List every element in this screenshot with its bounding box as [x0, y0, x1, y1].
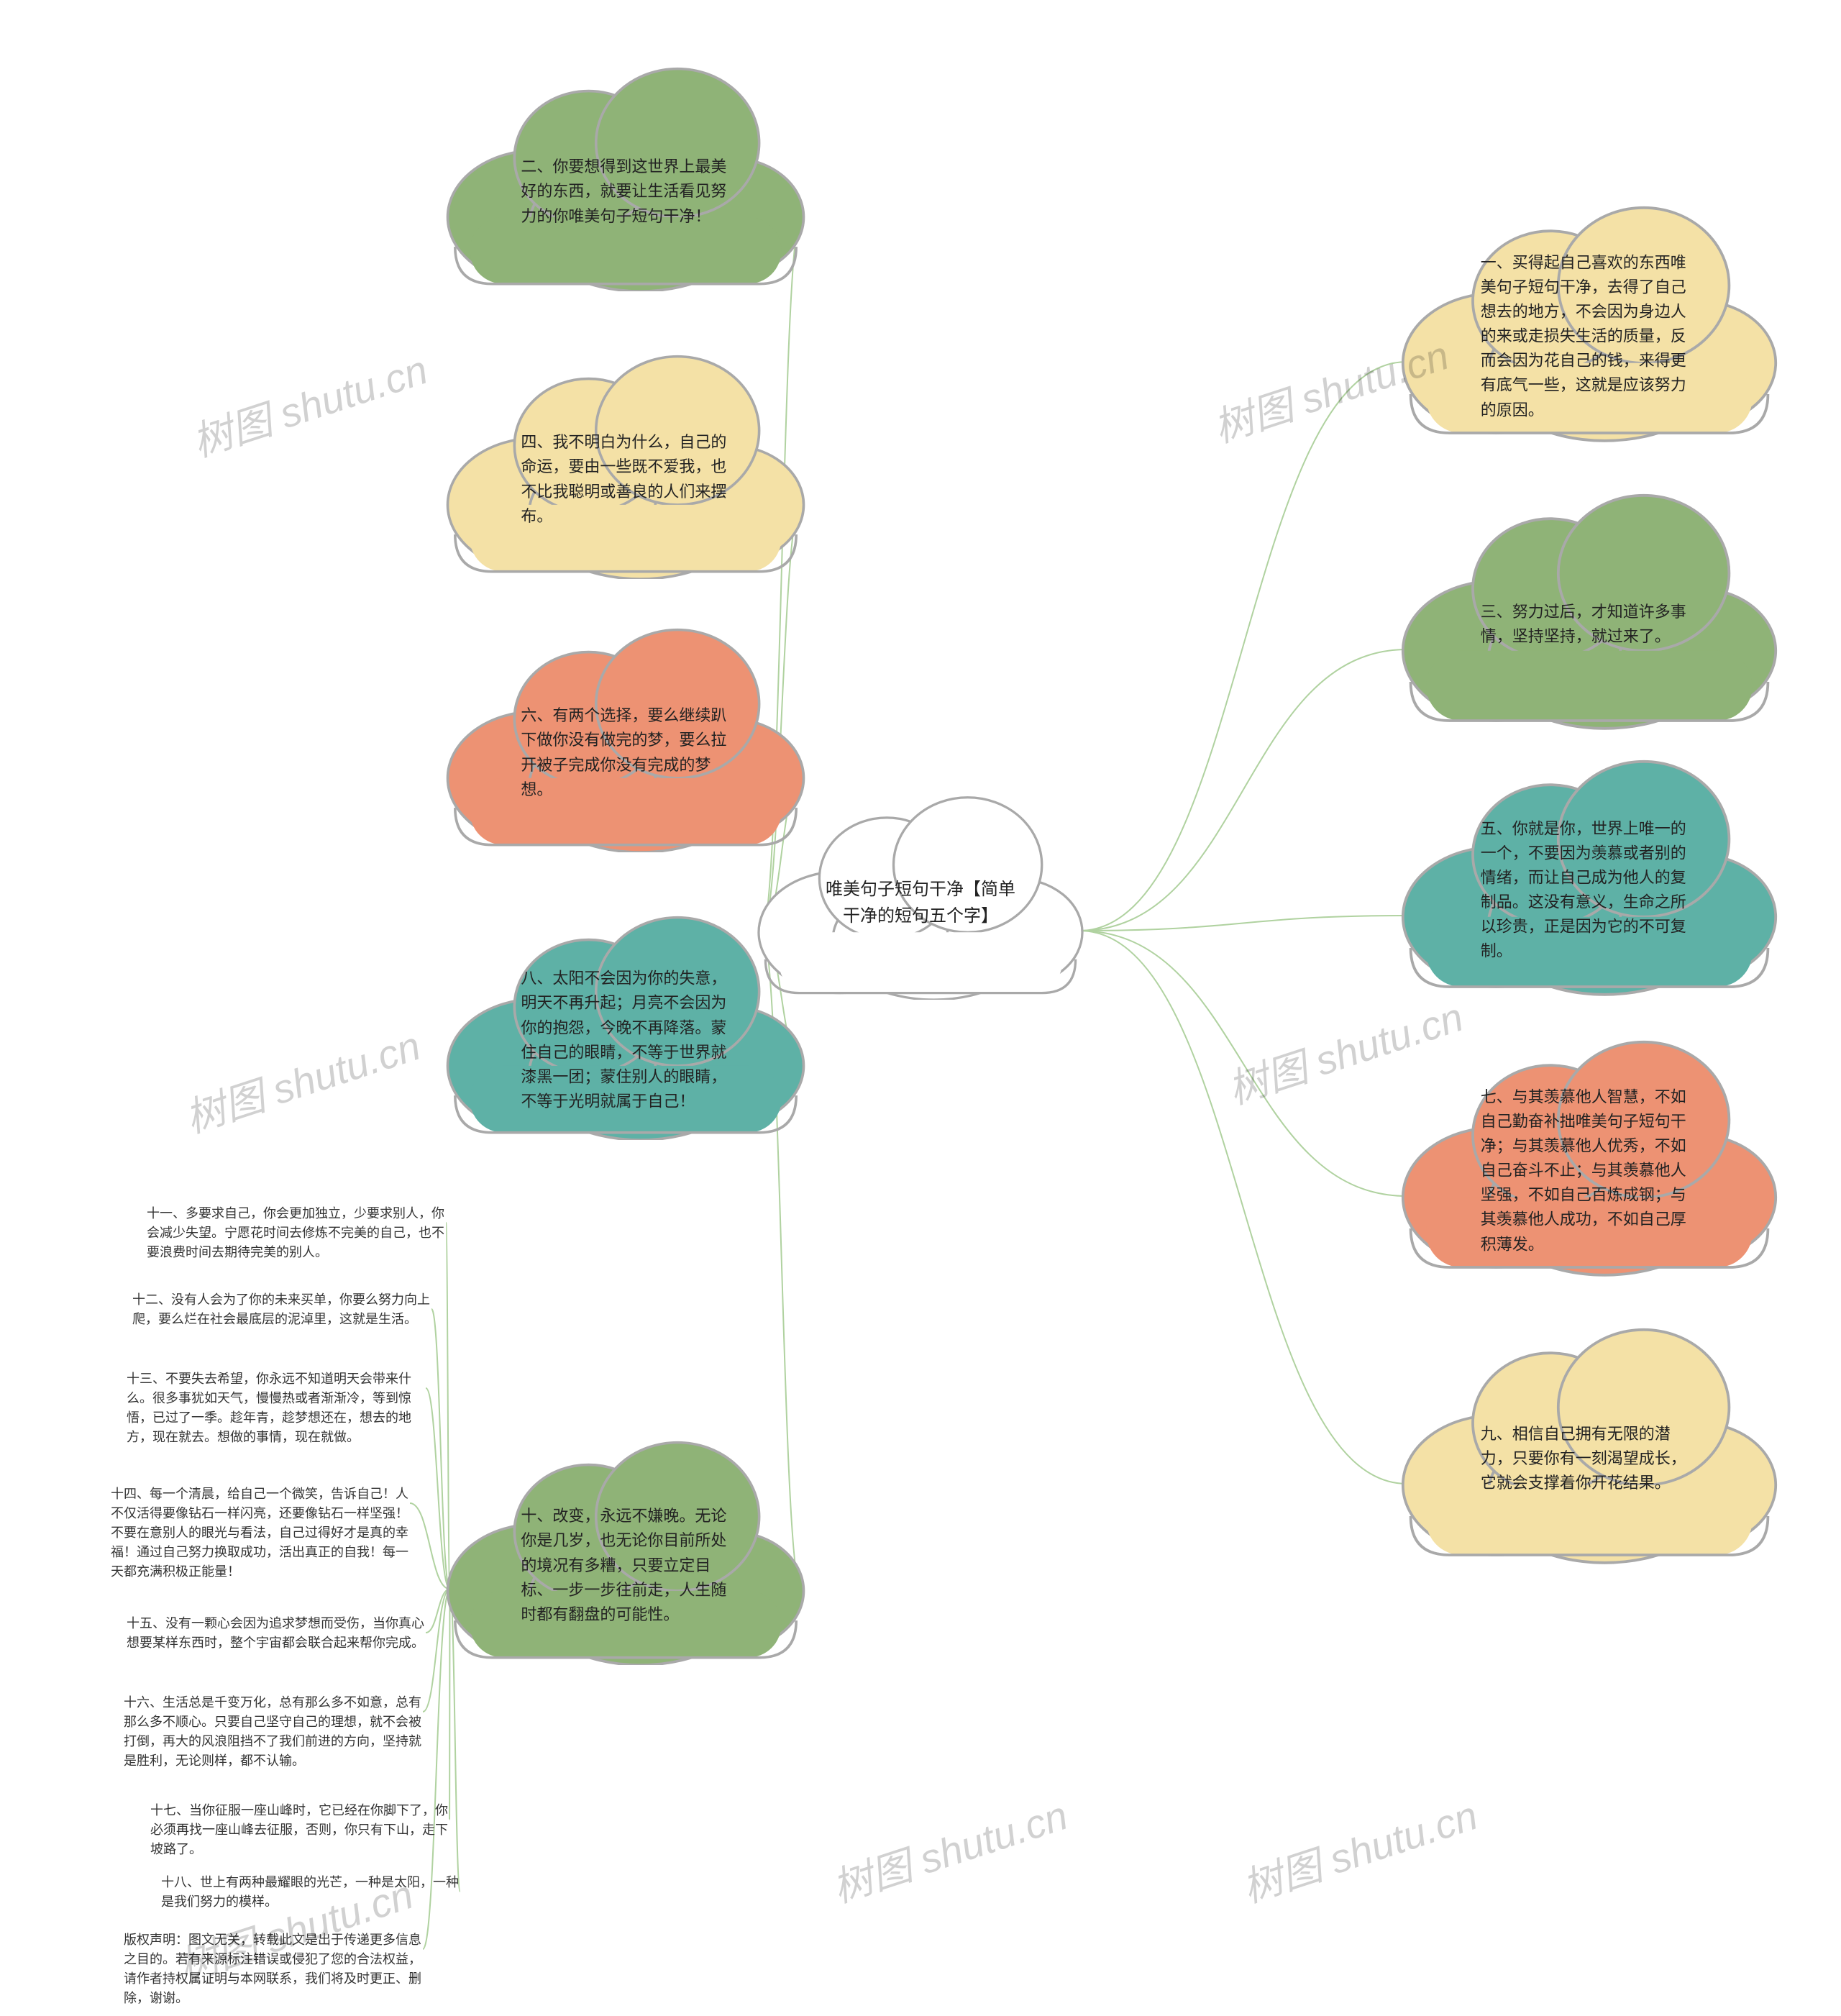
- leaf-text: 十六、生活总是千变万化，总有那么多不如意，总有那么多不顺心。只要自己坚守自己的理…: [121, 1690, 429, 1774]
- branch-node: 三、努力过后，才知道许多事情，坚持坚持，就过来了。: [1395, 478, 1783, 730]
- leaf-text: 十一、多要求自己，你会更加独立，少要求别人，你会减少失望。宁愿花时间去修炼不完美…: [144, 1201, 452, 1265]
- branch-node: 十、改变，永远不嫌晚。无论你是几岁，也无论你目前所处的境况有多糟，只要立定目标、…: [439, 1428, 813, 1665]
- leaf-text: 十七、当你征服一座山峰时，它已经在你脚下了，你必须再找一座山峰去征服，否则，你只…: [147, 1798, 455, 1862]
- node-text: 六、有两个选择，要么继续趴下做你没有做完的梦，要么拉开被子完成你没有完成的梦想。: [521, 703, 730, 801]
- branch-node: 五、你就是你，世界上唯一的一个，不要因为羡慕或者别的情绪，而让自己成为他人的复制…: [1395, 744, 1783, 996]
- node-text: 九、相信自己拥有无限的潜力，只要你有一刻渴望成长，它就会支撑着你开花结果。: [1481, 1422, 1698, 1495]
- node-text: 唯美句子短句干净【简单干净的短句五个字】: [819, 876, 1022, 929]
- mindmap-stage: 唯美句子短句干净【简单干净的短句五个字】 二、你要想得到这世界上最美好的东西，就…: [0, 0, 1841, 2016]
- node-text: 四、我不明白为什么，自己的命运，要由一些既不爱我，也不比我聪明或善良的人们来摆布…: [521, 430, 730, 528]
- branch-node: 一、买得起自己喜欢的东西唯美句子短句干净，去得了自己想去的地方，不会因为身边人的…: [1395, 191, 1783, 442]
- branch-node: 七、与其羡慕他人智慧，不如自己勤奋补拙唯美句子短句干净；与其羡慕他人优秀，不如自…: [1395, 1025, 1783, 1277]
- watermark: 树图 shutu.cn: [1234, 1784, 1484, 1915]
- node-text: 三、努力过后，才知道许多事情，坚持坚持，就过来了。: [1481, 600, 1698, 649]
- node-text: 七、与其羡慕他人智慧，不如自己勤奋补拙唯美句子短句干净；与其羡慕他人优秀，不如自…: [1481, 1085, 1698, 1257]
- branch-node: 二、你要想得到这世界上最美好的东西，就要让生活看见努力的你唯美句子短句干净！: [439, 54, 813, 291]
- leaf-text: 十三、不要失去希望，你永远不知道明天会带来什么。很多事犹如天气，慢慢热或者渐渐冷…: [124, 1367, 431, 1450]
- leaf-text: 版权声明：图文无关，转载此文是出于传递更多信息之目的。若有来源标注错误或侵犯了您…: [121, 1928, 429, 2011]
- node-text: 一、买得起自己喜欢的东西唯美句子短句干净，去得了自己想去的地方，不会因为身边人的…: [1481, 251, 1698, 423]
- watermark: 树图 shutu.cn: [184, 338, 434, 469]
- branch-node: 九、相信自己拥有无限的潜力，只要你有一刻渴望成长，它就会支撑着你开花结果。: [1395, 1313, 1783, 1564]
- branch-node: 四、我不明白为什么，自己的命运，要由一些既不爱我，也不比我聪明或善良的人们来摆布…: [439, 342, 813, 579]
- node-text: 五、你就是你，世界上唯一的一个，不要因为羡慕或者别的情绪，而让自己成为他人的复制…: [1481, 817, 1698, 964]
- branch-node: 六、有两个选择，要么继续趴下做你没有做完的梦，要么拉开被子完成你没有完成的梦想。: [439, 615, 813, 852]
- branch-node: 八、太阳不会因为你的失意，明天不再升起；月亮不会因为你的抱怨，今晚不再降落。蒙住…: [439, 903, 813, 1140]
- node-text: 十、改变，永远不嫌晚。无论你是几岁，也无论你目前所处的境况有多糟，只要立定目标、…: [521, 1504, 730, 1626]
- node-text: 二、你要想得到这世界上最美好的东西，就要让生活看见努力的你唯美句子短句干净！: [521, 155, 730, 228]
- watermark: 树图 shutu.cn: [177, 1014, 427, 1145]
- leaf-text: 十四、每一个清晨，给自己一个微笑，告诉自己！人不仅活得要像钻石一样闪亮，还要像钻…: [108, 1482, 416, 1584]
- watermark: 树图 shutu.cn: [824, 1784, 1074, 1915]
- leaf-text: 十五、没有一颗心会因为追求梦想而受伤，当你真心想要某样东西时，整个宇宙都会联合起…: [124, 1611, 431, 1656]
- leaf-text: 十八、世上有两种最耀眼的光芒，一种是太阳，一种是我们努力的模样。: [158, 1870, 466, 1915]
- leaf-text: 十二、没有人会为了你的未来买单，你要么努力向上爬，要么烂在社会最底层的泥淖里，这…: [129, 1287, 437, 1332]
- node-text: 八、太阳不会因为你的失意，明天不再升起；月亮不会因为你的抱怨，今晚不再降落。蒙住…: [521, 967, 730, 1114]
